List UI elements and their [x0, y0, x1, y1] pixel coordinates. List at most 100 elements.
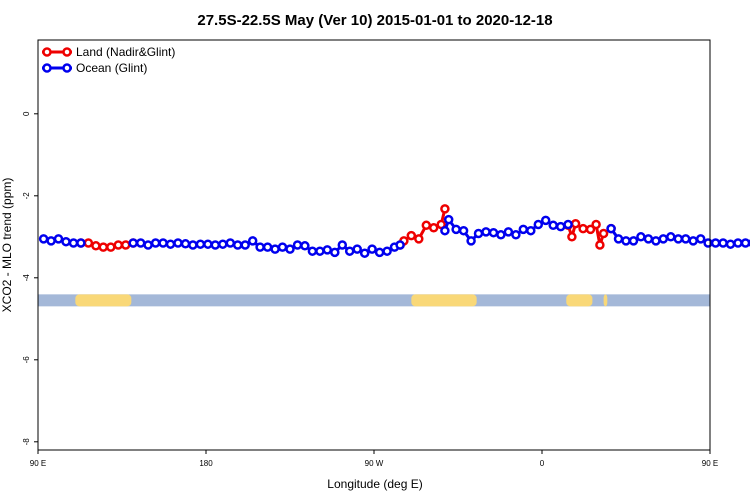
data-point	[606, 223, 616, 234]
plot-area	[38, 204, 750, 258]
y-tick-label: 0	[22, 111, 31, 116]
land-segment	[603, 294, 608, 307]
data-point	[703, 238, 713, 248]
data-point	[636, 232, 646, 242]
data-point	[180, 239, 191, 249]
data-point	[240, 240, 250, 250]
data-point	[61, 236, 71, 247]
data-point	[710, 238, 721, 248]
y-tick-label: -8	[22, 438, 31, 446]
x-axis-label: Longitude (deg E)	[327, 477, 422, 491]
legend-item-land: Land (Nadir&Glint)	[42, 45, 175, 59]
data-point	[203, 239, 213, 249]
data-point	[247, 236, 258, 246]
data-point	[367, 244, 377, 254]
land-segment	[566, 294, 593, 307]
axes: 90 E 180 90 W 0 90 E 0 -2 -4 -6 -8	[22, 111, 718, 468]
legend-label-land: Land (Nadir&Glint)	[76, 45, 175, 59]
data-point	[414, 234, 424, 244]
data-point	[503, 227, 514, 237]
data-point	[733, 238, 743, 248]
data-point	[344, 246, 355, 256]
data-point	[526, 225, 536, 236]
data-point	[53, 234, 64, 244]
x-tick-label: 0	[540, 459, 545, 468]
data-point	[563, 219, 573, 230]
y-tick-label: -6	[22, 356, 31, 364]
data-point	[518, 224, 529, 235]
data-point	[466, 236, 476, 246]
data-point	[113, 240, 124, 250]
data-point	[540, 215, 551, 226]
data-point	[488, 227, 499, 238]
data-point	[458, 225, 469, 236]
data-point	[428, 223, 439, 233]
data-point	[451, 224, 461, 235]
chart-title: 27.5S-22.5S May (Ver 10) 2015-01-01 to 2…	[197, 12, 552, 29]
data-point	[578, 223, 588, 234]
data-point	[555, 221, 566, 232]
data-point	[440, 204, 450, 214]
data-point	[591, 219, 601, 230]
data-point	[150, 238, 161, 248]
legend-marker-ocean	[42, 63, 52, 73]
data-point	[285, 244, 295, 254]
data-point	[330, 247, 340, 258]
data-point	[643, 234, 654, 244]
data-point	[38, 234, 49, 244]
data-point	[680, 234, 691, 244]
data-point	[533, 219, 544, 230]
y-axis-label: XCO2 - MLO trend (ppm)	[0, 178, 14, 313]
data-point	[83, 238, 94, 248]
land-segment	[411, 294, 477, 307]
data-point	[374, 247, 385, 258]
data-point	[106, 242, 116, 252]
data-point	[658, 234, 669, 244]
data-point	[473, 228, 484, 239]
data-point	[135, 238, 146, 248]
land-ocean-mask	[38, 294, 710, 307]
data-point	[673, 234, 684, 244]
data-point	[666, 232, 676, 242]
legend-marker-land	[62, 47, 72, 57]
data-point	[270, 244, 280, 254]
data-point	[395, 240, 405, 250]
data-point	[337, 240, 348, 250]
data-point	[165, 239, 176, 249]
y-tick-label: -2	[22, 192, 31, 200]
data-point	[359, 248, 370, 258]
data-point	[210, 240, 221, 250]
legend-marker-land	[42, 47, 52, 57]
data-point	[277, 242, 288, 252]
data-point	[613, 234, 624, 244]
data-point	[651, 236, 661, 246]
legend: Land (Nadir&Glint) Ocean (Glint)	[42, 45, 175, 75]
data-point	[548, 220, 558, 231]
x-tick-label: 90 W	[365, 459, 384, 468]
data-point	[158, 238, 168, 248]
data-point	[173, 238, 183, 248]
data-point	[225, 238, 236, 248]
data-point	[511, 230, 521, 240]
data-point	[570, 218, 581, 229]
data-point	[218, 239, 228, 249]
data-point	[322, 245, 333, 255]
data-point	[120, 240, 131, 250]
data-point	[195, 239, 206, 249]
data-point	[46, 236, 56, 246]
data-point	[262, 242, 273, 252]
data-point	[292, 240, 303, 250]
x-tick-label: 90 E	[702, 459, 718, 468]
data-point	[307, 246, 318, 256]
data-point	[91, 241, 101, 251]
data-point	[128, 238, 138, 248]
legend-item-ocean: Ocean (Glint)	[42, 61, 147, 75]
data-point	[143, 240, 153, 250]
series-ocean	[38, 214, 750, 258]
legend-label-ocean: Ocean (Glint)	[76, 61, 147, 75]
data-point	[621, 236, 631, 246]
data-point	[496, 230, 506, 240]
data-point	[188, 240, 198, 250]
data-point	[440, 225, 450, 236]
